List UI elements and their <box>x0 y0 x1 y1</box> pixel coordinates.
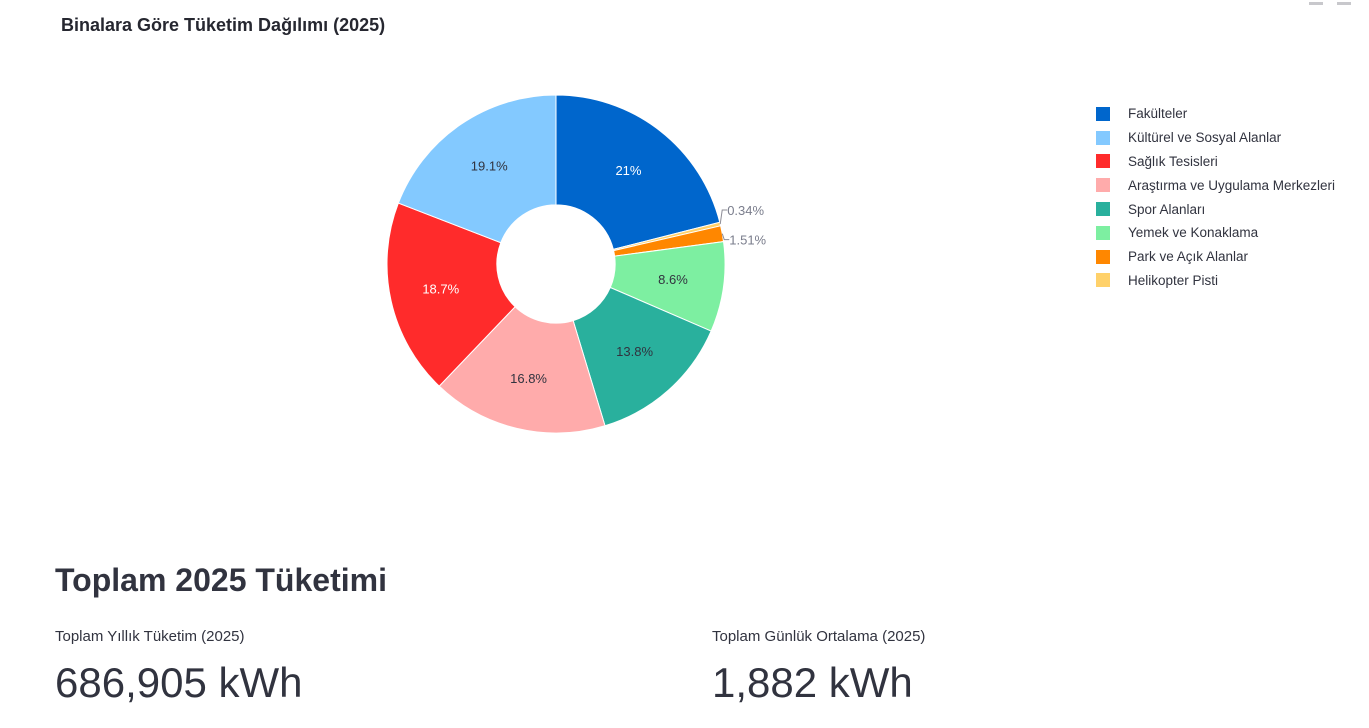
slice-label-yemek-ve-konaklama: 8.6% <box>658 272 688 287</box>
slice-label-helikopter-pisti: 0.34% <box>727 203 764 218</box>
slice-label-kulturel-ve-sosyal-alanlar: 19.1% <box>471 159 508 174</box>
legend-swatch <box>1096 154 1110 169</box>
slice-label-saglik-tesisleri: 18.7% <box>422 282 459 297</box>
legend-swatch <box>1096 106 1110 121</box>
slice-label-arastirma-ve-uygulama-merkezleri: 16.8% <box>510 371 547 386</box>
legend-label: Kültürel ve Sosyal Alanlar <box>1128 130 1282 146</box>
annual-consumption-metric: Toplam Yıllık Tüketim (2025) 686,905 kWh <box>55 628 303 708</box>
legend-label: Yemek ve Konaklama <box>1128 225 1259 241</box>
legend-label: Araştırma ve Uygulama Merkezleri <box>1128 177 1336 193</box>
pie-slice-kulturel-ve-sosyal-alanlar[interactable] <box>397 94 557 244</box>
chart-legend: Fakülteler Kültürel ve Sosyal Alanlar Sağl… <box>1096 102 1356 292</box>
pie-chart: 21% 0.34% 1.51% 8.6% 13.8% 16.8% 18.7% 19.1% <box>386 94 767 434</box>
section-heading: Toplam 2025 Tüketimi <box>55 562 387 598</box>
legend-item-fakulteler[interactable]: Fakülteler <box>1096 102 1356 126</box>
annual-consumption-value: 686,905 kWh <box>55 659 303 706</box>
legend-item-saglik-tesisleri[interactable]: Sağlık Tesisleri <box>1096 150 1356 174</box>
daily-average-metric: Toplam Günlük Ortalama (2025) 1,882 kWh <box>712 628 925 708</box>
chart-title: Binalara Göre Tüketim Dağılımı (2025) <box>61 15 386 35</box>
legend-swatch <box>1096 273 1110 288</box>
legend-item-park-ve-acik-alanlar[interactable]: Park ve Açık Alanlar <box>1096 245 1356 269</box>
legend-label: Helikopter Pisti <box>1128 272 1219 288</box>
pie-slice-arastirma-ve-uygulama-merkezleri[interactable] <box>438 306 606 434</box>
slice-label-park-ve-acik-alanlar: 1.51% <box>729 233 766 248</box>
legend-swatch <box>1096 202 1110 217</box>
slice-leader-park-ve-acik-alanlar <box>721 233 730 241</box>
legend-swatch <box>1096 130 1110 145</box>
legend-label: Spor Alanları <box>1128 201 1206 217</box>
slice-leader-helikopter-pisti <box>719 209 728 225</box>
legend-item-spor-alanlari[interactable]: Spor Alanları <box>1096 197 1356 221</box>
daily-average-value: 1,882 kWh <box>712 659 913 706</box>
slice-label-fakulteler: 21% <box>615 163 641 178</box>
legend-swatch <box>1096 225 1110 240</box>
fullscreen-icon[interactable] <box>1337 0 1351 5</box>
legend-item-yemek-ve-konaklama[interactable]: Yemek ve Konaklama <box>1096 221 1356 245</box>
slice-label-spor-alanlari: 13.8% <box>616 344 653 359</box>
pie-slice-spor-alanlari[interactable] <box>572 286 712 427</box>
legend-swatch <box>1096 249 1110 264</box>
legend-label: Park ve Açık Alanlar <box>1128 249 1249 265</box>
legend-item-arastirma-ve-uygulama-merkezleri[interactable]: Araştırma ve Uygulama Merkezleri <box>1096 173 1356 197</box>
legend-label: Fakülteler <box>1128 106 1188 122</box>
pie-slice-saglik-tesisleri[interactable] <box>386 202 516 387</box>
chart-toolbar <box>1309 0 1351 5</box>
legend-item-helikopter-pisti[interactable]: Helikopter Pisti <box>1096 269 1356 293</box>
legend-label: Sağlık Tesisleri <box>1128 153 1218 169</box>
download-icon[interactable] <box>1309 0 1323 5</box>
legend-item-kulturel-ve-sosyal-alanlar[interactable]: Kültürel ve Sosyal Alanlar <box>1096 126 1356 150</box>
annual-consumption-label: Toplam Yıllık Tüketim (2025) <box>55 628 245 645</box>
legend-swatch <box>1096 178 1110 193</box>
pie-slice-fakulteler[interactable] <box>555 94 721 251</box>
daily-average-label: Toplam Günlük Ortalama (2025) <box>712 628 926 645</box>
